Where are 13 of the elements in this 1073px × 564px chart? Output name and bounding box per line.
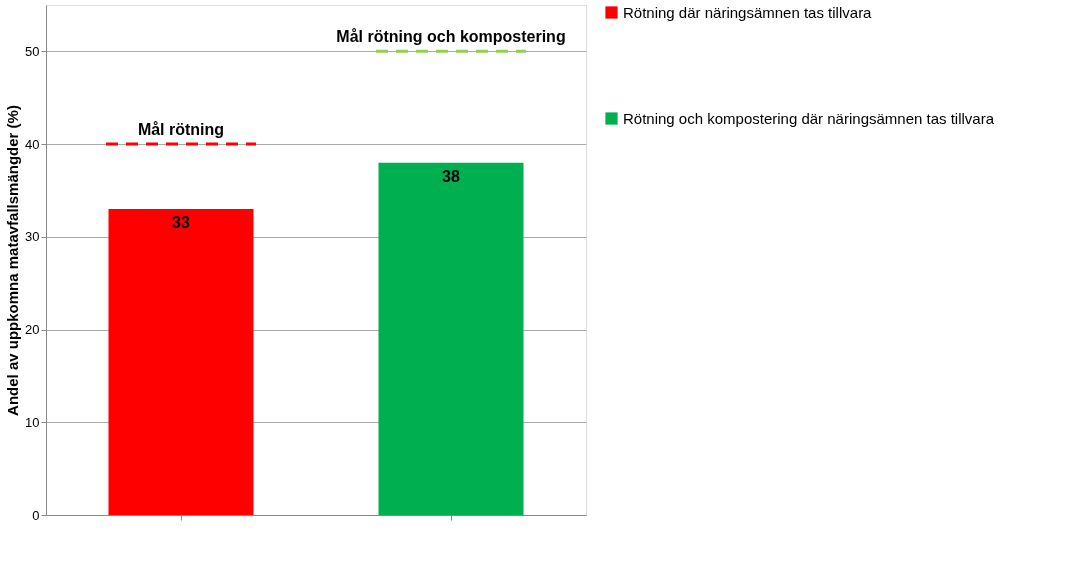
data-label: 33 [172, 214, 190, 231]
y-axis-title: Andel av uppkomna matavfallsmängder (%) [4, 105, 22, 416]
legend-label: Rötning och kompostering där näringsämnen tas tillvara [623, 109, 995, 127]
y-tick-label: 20 [25, 322, 40, 338]
ref-line-label: Mål rötning och kompostering [336, 28, 566, 46]
data-label: 38 [442, 167, 460, 185]
y-tick-label: 30 [25, 229, 40, 245]
ref-line-label: Mål rötning [137, 121, 225, 139]
y-tick-label: 10 [25, 414, 40, 430]
y-tick-label: 0 [32, 507, 40, 523]
y-tick-label: 50 [25, 43, 40, 59]
y-tick-label: 40 [25, 136, 40, 152]
legend-label: Rötning där näringsämnen tas tillvara [623, 3, 873, 21]
